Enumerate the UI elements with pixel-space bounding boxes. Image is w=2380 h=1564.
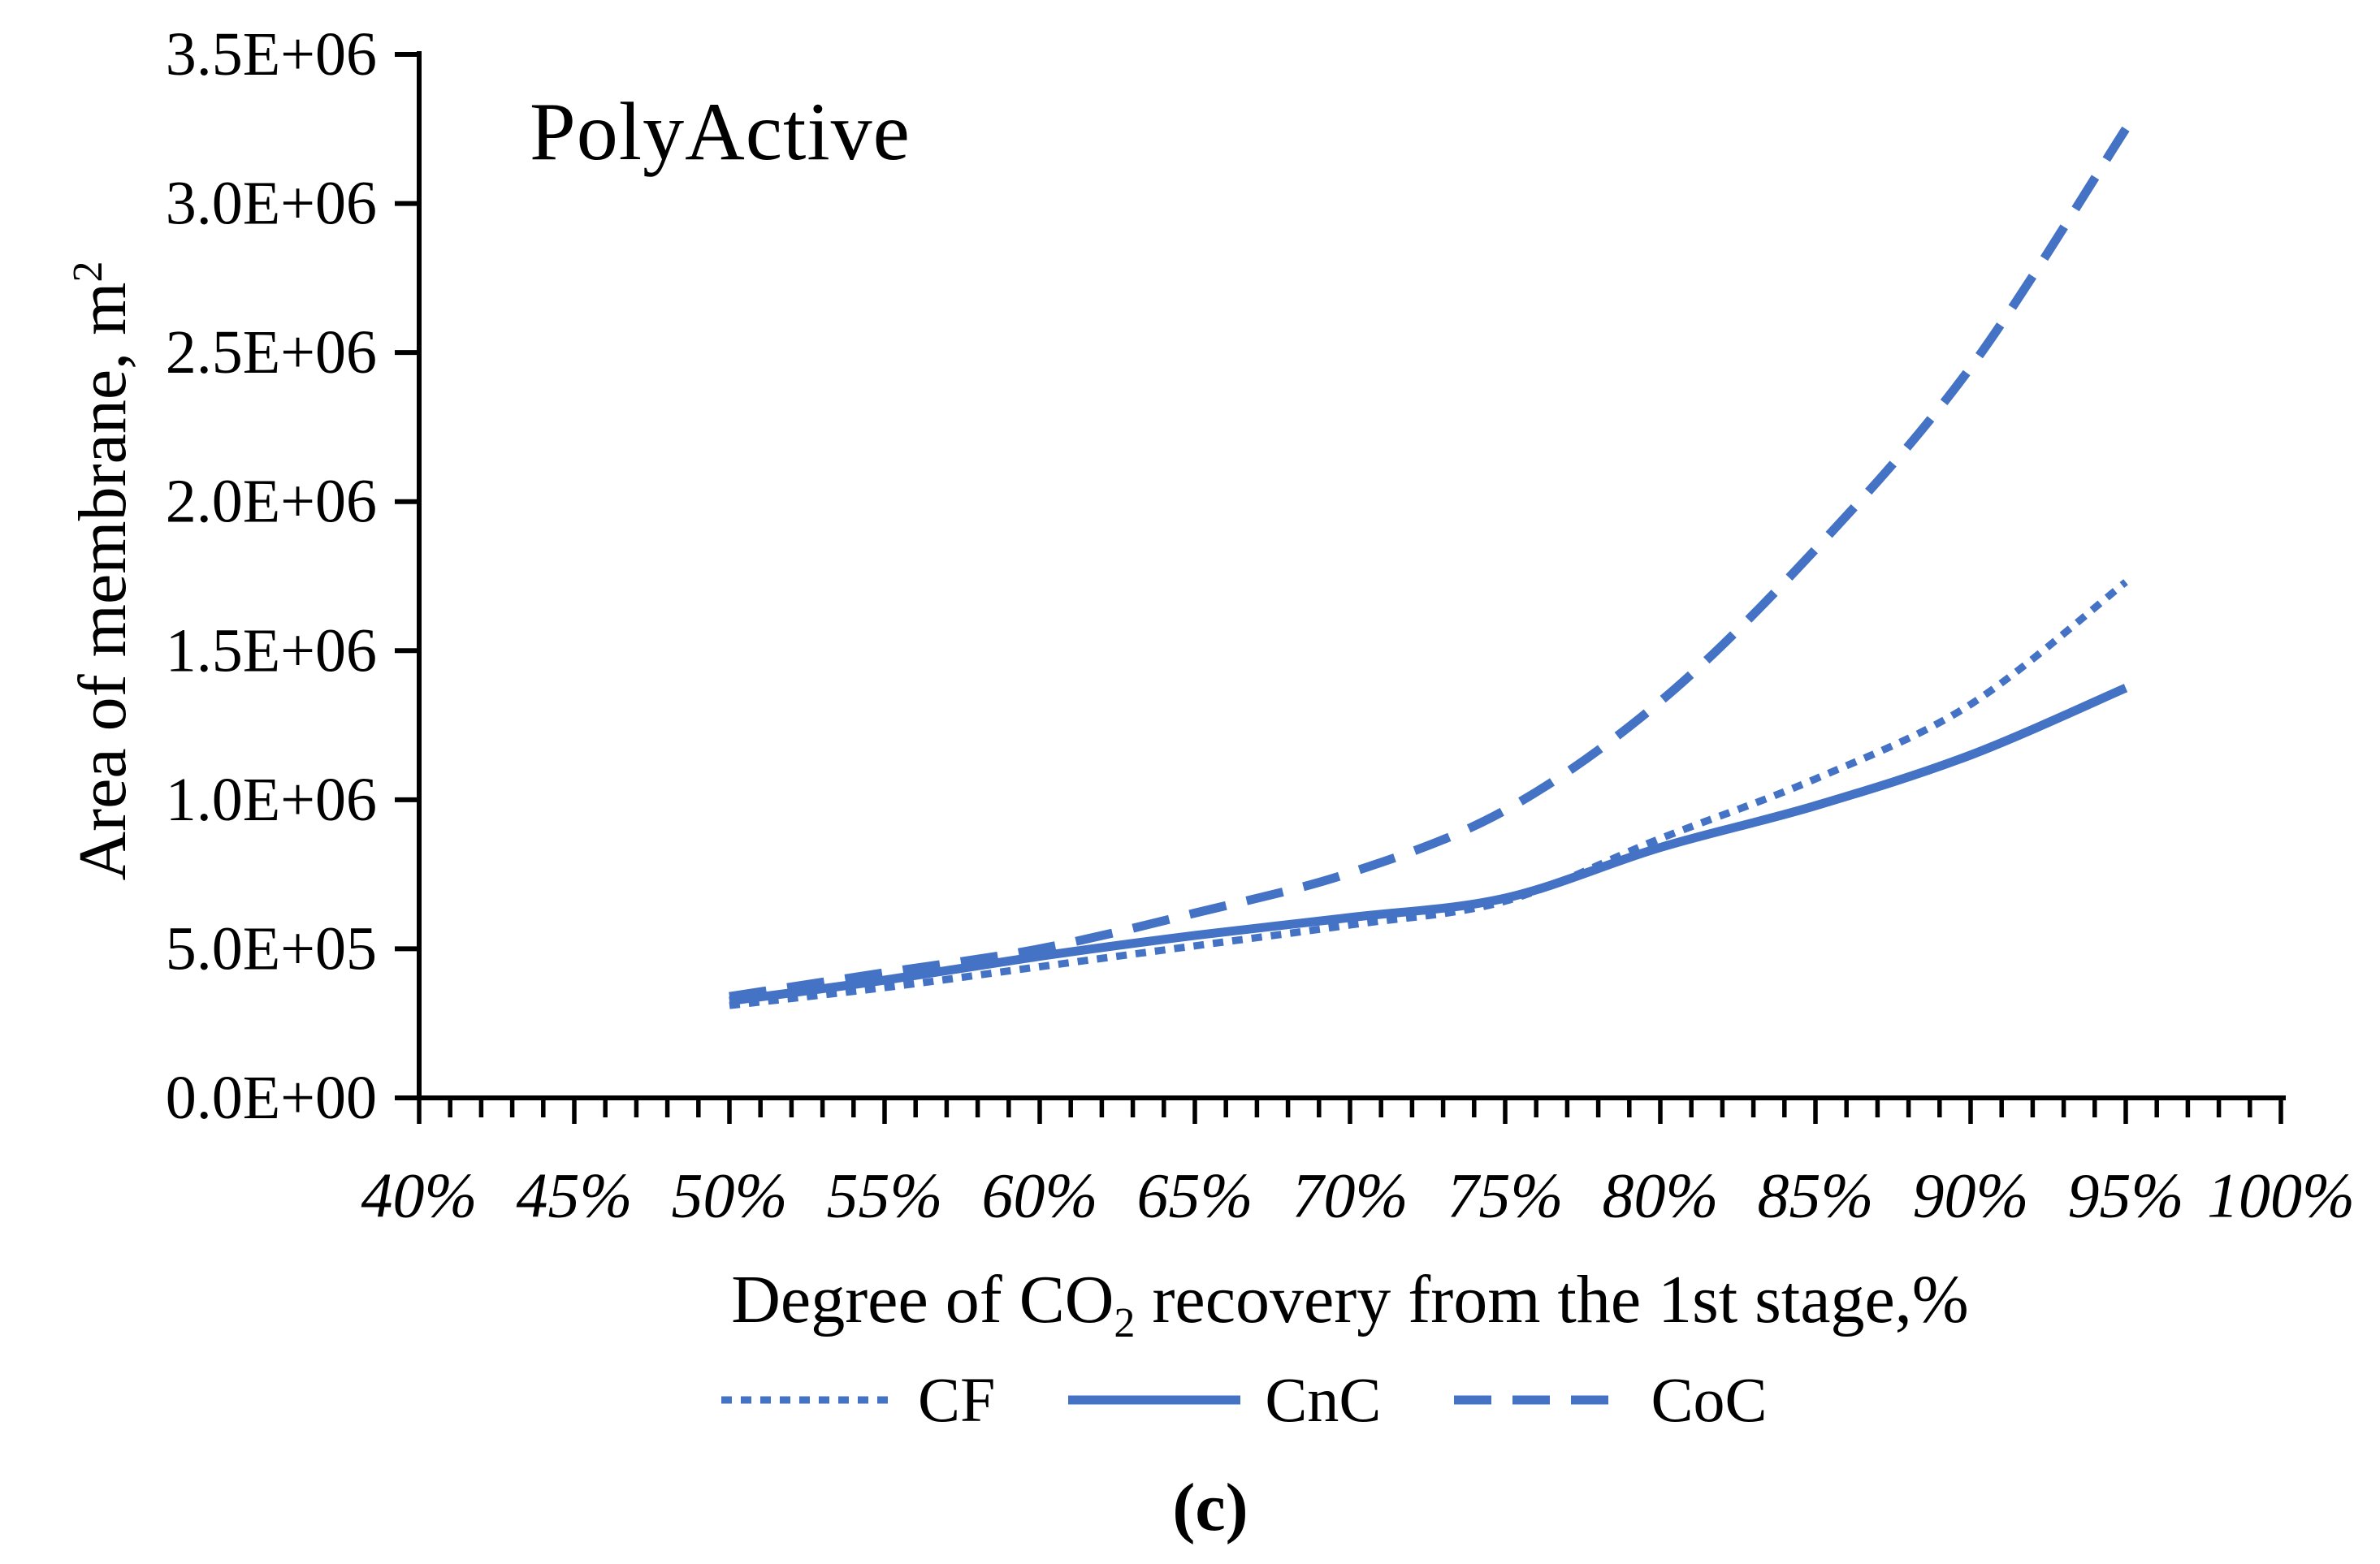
legend-item-cnc: CnC	[1065, 1366, 1381, 1434]
x-tick-label: 70%	[1292, 1160, 1409, 1231]
y-axis-title-superscript: 2	[65, 261, 111, 283]
series-curve-cf	[729, 579, 2128, 1009]
y-tick-label: 3.5E+06	[166, 20, 377, 89]
x-axis-title-post: recovery from the 1st stage,%	[1135, 1262, 1969, 1337]
x-tick-label: 50%	[672, 1160, 788, 1231]
cf-dotted-line-sample	[721, 1396, 894, 1404]
y-tick-label: 1.0E+06	[166, 766, 377, 834]
x-tick-label: 55%	[827, 1160, 943, 1231]
x-tick-label: 95%	[2068, 1160, 2184, 1231]
legend-item-coc: CoC	[1451, 1364, 1768, 1435]
x-tick-label: 75%	[1447, 1160, 1564, 1231]
series-curve-cnc	[729, 684, 2128, 1006]
y-tick-label: 0.0E+00	[166, 1064, 377, 1132]
x-axis-title-pre: Degree of CO	[731, 1262, 1114, 1337]
legend: CF CnC CoC	[718, 1366, 1768, 1434]
x-tick-label: 45%	[517, 1160, 633, 1231]
x-tick-label: 60%	[982, 1160, 1098, 1231]
legend-item-cf: CF	[718, 1366, 995, 1434]
y-axis-title-text: Area of membrane, m	[65, 282, 141, 881]
legend-label-cf: CF	[918, 1364, 996, 1435]
y-axis-title: Area of membrane, m2	[63, 0, 153, 1143]
y-tick-label: 1.5E+06	[166, 616, 377, 685]
series-curve-coc	[729, 126, 2130, 1001]
y-tick-label: 3.0E+06	[166, 170, 377, 238]
legend-label-coc: CoC	[1651, 1364, 1768, 1435]
x-tick-label: 100%	[2207, 1160, 2355, 1231]
legend-label-cnc: CnC	[1265, 1364, 1382, 1435]
coc-dashed-line-sample	[1454, 1395, 1627, 1405]
x-tick-label: 40%	[361, 1160, 478, 1231]
figure-caption: (c)	[1172, 1470, 1248, 1545]
chart-title: PolyActive	[530, 86, 911, 178]
y-tick-label: 2.5E+06	[166, 318, 377, 387]
x-axis-title-subscript: 2	[1114, 1299, 1136, 1346]
x-tick-label: 85%	[1758, 1160, 1874, 1231]
cnc-solid-line-sample	[1068, 1395, 1241, 1405]
x-tick-label: 65%	[1137, 1160, 1253, 1231]
x-axis-title: Degree of CO2 recovery from the 1st stag…	[419, 1260, 2281, 1347]
y-tick-label: 5.0E+05	[166, 914, 377, 983]
x-tick-label: 80%	[1603, 1160, 1719, 1231]
y-tick-label: 2.0E+06	[166, 468, 377, 536]
x-tick-label: 90%	[1913, 1160, 2029, 1231]
